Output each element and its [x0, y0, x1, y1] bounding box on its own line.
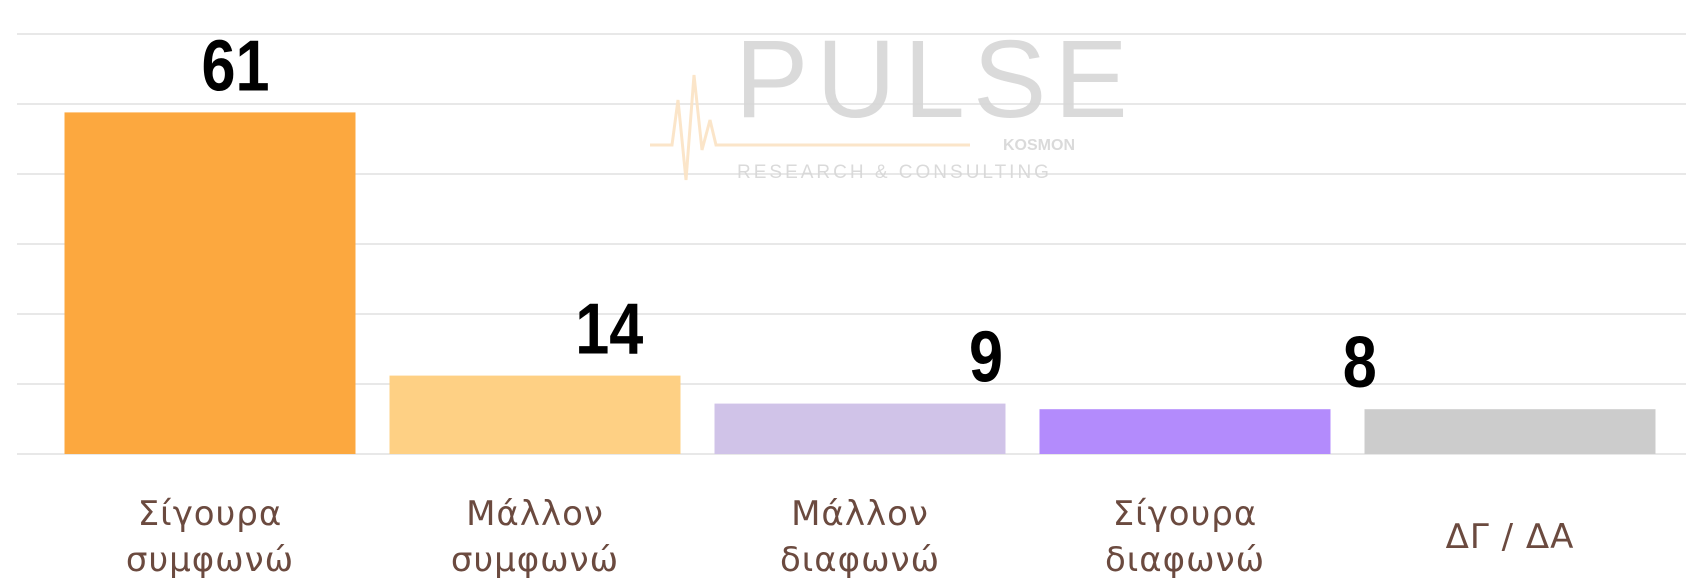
watermark-title: PULSE	[735, 18, 1136, 141]
value-label: 61	[201, 27, 269, 107]
x-tick-label: Μάλλον διαφωνώ	[779, 494, 941, 580]
x-tick-label: Μάλλον συμφωνώ	[450, 494, 620, 580]
x-tick-label: Σίγουρα διαφωνώ	[1104, 494, 1266, 580]
x-tick-label: ΔΓ / ΔΑ	[1445, 517, 1575, 557]
bar	[1039, 409, 1331, 454]
watermark: PULSE KOSMON RESEARCH & CONSULTING	[650, 18, 1136, 183]
bar	[389, 375, 681, 454]
watermark-pulse	[650, 74, 970, 181]
watermark-sub: KOSMON	[1003, 137, 1075, 154]
value-label: 9	[969, 318, 1003, 398]
x-tick-label: Σίγουρα συμφωνώ	[125, 494, 295, 580]
value-label: 8	[1343, 324, 1377, 404]
watermark-tagline: RESEARCH & CONSULTING	[737, 162, 1052, 183]
bar	[64, 112, 356, 455]
value-label: 14	[575, 290, 643, 370]
bar	[1364, 409, 1656, 454]
bar	[714, 403, 1006, 454]
